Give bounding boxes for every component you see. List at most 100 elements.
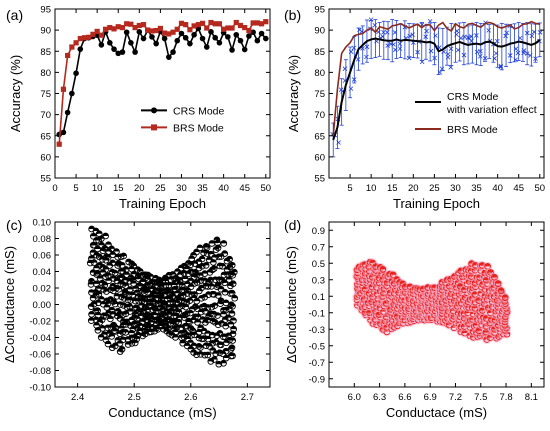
data-point xyxy=(73,40,79,46)
trial-point xyxy=(415,49,420,55)
x-tick-label: 2.4 xyxy=(71,392,84,403)
panel-letter: (b) xyxy=(284,7,301,23)
data-point-fill xyxy=(184,287,191,291)
data-point-fill xyxy=(134,315,140,319)
trial-point xyxy=(498,64,504,70)
data-point-fill xyxy=(137,322,143,326)
data-point-fill xyxy=(230,326,237,330)
data-point xyxy=(174,26,180,32)
data-point xyxy=(136,29,143,35)
data-point-fill xyxy=(88,255,95,259)
y-tick-label: 90 xyxy=(40,26,51,37)
data-point-fill xyxy=(196,287,203,291)
y-tick-label: 75 xyxy=(40,89,51,100)
data-point-fill xyxy=(166,282,172,286)
data-point-fill xyxy=(204,352,211,355)
data-point xyxy=(123,29,130,36)
data-point-fill xyxy=(133,304,140,308)
series-line xyxy=(332,20,540,136)
y-tick-label: 75 xyxy=(314,89,325,100)
y-tick-label: 0.00 xyxy=(33,300,52,311)
data-point xyxy=(111,26,117,32)
trial-point xyxy=(492,56,497,61)
data-point-fill xyxy=(212,319,218,323)
trial-point xyxy=(486,28,491,33)
data-point xyxy=(229,25,235,31)
data-point xyxy=(115,24,121,30)
data-point-fill xyxy=(194,319,201,323)
data-point-fill xyxy=(108,333,115,337)
data-point-fill xyxy=(208,283,215,287)
data-point-fill xyxy=(230,280,237,284)
data-point-fill xyxy=(197,344,204,348)
data-point-fill xyxy=(119,346,125,350)
x-tick-label: 50 xyxy=(260,183,271,194)
data-point xyxy=(250,29,256,36)
data-point-fill xyxy=(141,295,148,299)
data-point xyxy=(229,47,235,53)
trial-point xyxy=(410,32,415,37)
y-tick-label: 95 xyxy=(314,5,325,16)
data-point xyxy=(174,37,181,44)
data-point-fill xyxy=(97,275,104,279)
data-point xyxy=(132,24,138,31)
data-point xyxy=(145,27,151,33)
x-tick-label: 6.3 xyxy=(373,392,386,403)
trial-point xyxy=(433,33,438,38)
trial-point xyxy=(462,34,467,40)
trial-point xyxy=(359,29,365,34)
legend-label: CRS Mode xyxy=(173,105,225,117)
trial-point xyxy=(448,65,454,70)
data-point-fill xyxy=(134,289,141,293)
data-point-fill xyxy=(188,283,194,287)
data-point-fill xyxy=(120,336,126,340)
y-tick-label: 0.3 xyxy=(312,275,325,286)
trial-point xyxy=(533,56,538,61)
data-point-fill xyxy=(96,319,103,323)
trial-point xyxy=(338,87,344,92)
data-point-fill xyxy=(199,256,206,259)
data-point-fill xyxy=(113,248,120,252)
data-point-fill xyxy=(229,303,236,307)
trial-point xyxy=(524,51,530,56)
trial-point xyxy=(397,46,403,51)
x-tick-label: 10 xyxy=(366,183,377,194)
data-point xyxy=(98,42,105,48)
data-point xyxy=(216,40,223,46)
y-tick-label: 70 xyxy=(40,110,51,121)
x-tick-label: 2.5 xyxy=(128,392,141,403)
trial-point xyxy=(423,34,428,40)
y-tick-label: 0.04 xyxy=(33,267,52,278)
data-point-fill xyxy=(95,285,102,289)
data-point xyxy=(107,24,113,31)
legend-label-line: with variation effect xyxy=(446,104,537,116)
data-point xyxy=(149,34,155,40)
data-point-fill xyxy=(130,271,137,275)
data-point-fill xyxy=(112,328,119,332)
x-tick-label: 5 xyxy=(73,183,78,194)
x-tick-label: 2.7 xyxy=(241,392,254,403)
data-point xyxy=(225,25,231,31)
trial-point xyxy=(507,53,513,58)
x-tick-label: 45 xyxy=(239,183,250,194)
data-point-fill xyxy=(106,330,113,334)
trial-point xyxy=(393,47,398,53)
data-point xyxy=(233,31,240,38)
data-point xyxy=(195,22,201,28)
data-point xyxy=(115,50,122,57)
data-point-fill xyxy=(181,329,188,333)
trial-point xyxy=(348,86,354,91)
scatter-points xyxy=(352,257,512,345)
data-point-fill xyxy=(115,337,121,341)
trial-point xyxy=(424,28,429,34)
data-point xyxy=(199,35,206,42)
x-tick-label: 8.1 xyxy=(525,392,538,403)
panel-3: (d) 6.0 6.3 6.6 6.9 7.2 7.5 7.8 8.1 -0.9 -0.7 -0.5 -… xyxy=(284,217,545,420)
data-point-fill xyxy=(105,300,111,304)
data-point-fill xyxy=(120,253,127,257)
data-point-fill xyxy=(187,277,194,281)
data-point-fill xyxy=(96,253,103,257)
x-tick-label: 7.8 xyxy=(499,392,512,403)
data-point xyxy=(140,22,147,28)
trial-point xyxy=(474,49,480,55)
